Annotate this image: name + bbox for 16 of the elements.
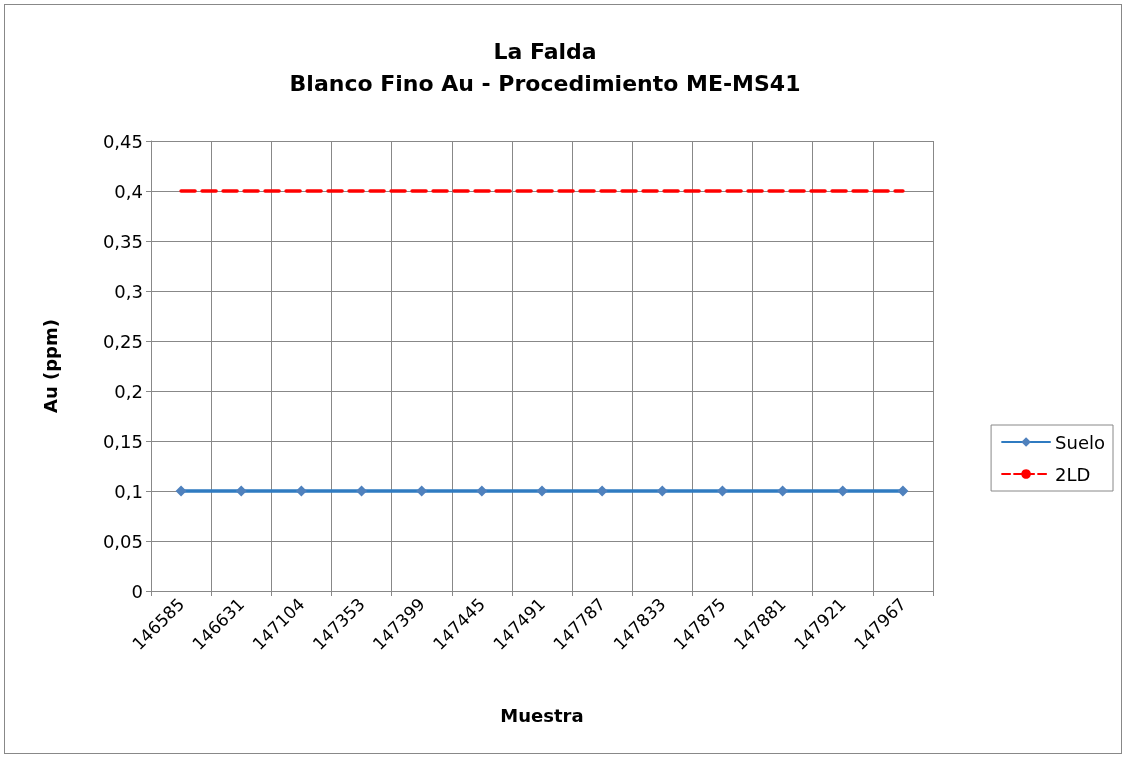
x-axis-title: Muestra	[500, 704, 584, 726]
y-tick-label: 0,45	[102, 130, 143, 152]
legend-label: 2LD	[1055, 463, 1091, 485]
y-tick-label: 0	[131, 580, 143, 602]
chart-title: La Falda	[493, 38, 597, 64]
y-tick-label: 0,2	[114, 380, 143, 402]
chart-subtitle: Blanco Fino Au - Procedimiento ME-MS41	[289, 70, 801, 96]
y-tick-label: 0,25	[102, 330, 143, 352]
y-tick-label: 0,05	[102, 530, 143, 552]
y-tick-label: 0,3	[114, 280, 143, 302]
y-tick-label: 0,35	[102, 230, 143, 252]
y-tick-label: 0,1	[114, 480, 143, 502]
y-axis-title: Au (ppm)	[39, 319, 61, 413]
legend-label: Suelo	[1055, 431, 1105, 453]
y-tick-label: 0,15	[102, 430, 143, 452]
y-tick-label: 0,4	[114, 180, 143, 202]
